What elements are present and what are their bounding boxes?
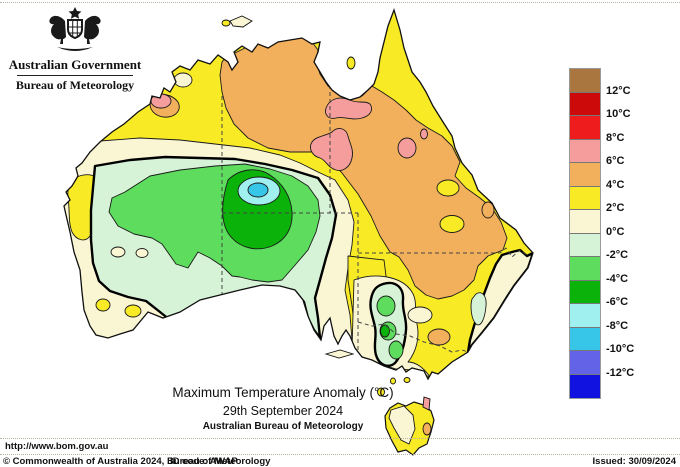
region-yellow-hole-1 xyxy=(436,179,460,197)
top-dotted-border xyxy=(0,2,680,3)
legend-label: -10°C xyxy=(606,343,635,355)
legend-swatch-pink xyxy=(570,139,600,163)
bureau-title: Bureau of Meteorology xyxy=(15,78,135,92)
legend-label: 6°C xyxy=(606,155,625,167)
region-yellow-south-1 xyxy=(95,298,111,312)
legend-swatch-green xyxy=(570,257,600,281)
footer-id-code: ID code: AWAP xyxy=(170,456,238,467)
legend-swatch-red xyxy=(570,116,600,140)
region-cream-nsw-inland xyxy=(407,306,433,324)
region-mint-nsw-coast xyxy=(470,292,487,326)
region-green-vic-1 xyxy=(376,295,396,317)
region-cream-hole-1 xyxy=(110,246,126,258)
header-block: Australian Government Bureau of Meteorol… xyxy=(0,6,150,93)
island-bathurst xyxy=(221,19,231,27)
legend-swatches xyxy=(569,68,601,399)
legend-swatch-blue xyxy=(570,374,600,398)
legend-label: 8°C xyxy=(606,131,625,144)
legend-label: 2°C xyxy=(606,202,625,214)
legend-label: 10°C xyxy=(606,108,631,120)
temperature-legend: 12°C 10°C 8°C 6°C 4°C 2°C 0°C -2°C -4°C -6°C -8°C -… xyxy=(569,68,634,399)
legend-swatch-dark_red xyxy=(570,92,600,116)
legend-swatch-mint xyxy=(570,233,600,257)
gov-title: Australian Government xyxy=(8,57,142,72)
region-cream-tasmania xyxy=(388,405,416,445)
header-divider xyxy=(17,75,133,76)
region-pink-qld xyxy=(397,137,417,159)
region-cyan-spot xyxy=(247,182,269,198)
map-date: 29th September 2024 xyxy=(222,404,344,418)
region-orange-interior xyxy=(219,35,508,300)
legend-swatch-cyan xyxy=(570,327,600,351)
legend-swatch-cream xyxy=(570,210,600,234)
region-orange-tasmania xyxy=(422,422,432,436)
island-groote xyxy=(346,56,356,70)
legend-label: -2°C xyxy=(606,249,629,261)
footer-copyright: © Commonwealth of Australia 2024, Bureau… xyxy=(3,456,271,467)
footer-issued: Issued: 30/09/2024 xyxy=(592,456,676,467)
island-melville xyxy=(229,15,253,28)
map-title: Maximum Temperature Anomaly (°C) xyxy=(172,385,394,400)
map-source: Australian Bureau of Meteorology xyxy=(202,421,364,432)
legend-swatch-light_cyan xyxy=(570,304,600,328)
region-cream-hole-2 xyxy=(135,248,149,258)
legend-swatch-blue_violet xyxy=(570,351,600,375)
legend-label: -6°C xyxy=(606,296,629,308)
region-dark-green-vic xyxy=(380,324,390,338)
legend-label: 0°C xyxy=(606,225,625,238)
region-pink-qld-small xyxy=(420,128,428,140)
footer-url: http://www.bom.gov.au xyxy=(5,441,109,452)
island-bass-1 xyxy=(390,377,396,385)
legend-label: 4°C xyxy=(606,178,625,191)
island-bass-2 xyxy=(403,377,411,383)
island-king xyxy=(377,387,385,397)
footer-dotted-divider-top xyxy=(0,438,680,439)
islands-group xyxy=(221,15,431,411)
legend-swatch-yellow xyxy=(570,186,600,210)
region-yellow-south-2 xyxy=(124,304,142,318)
footer-dotted-divider-bottom xyxy=(0,454,680,455)
state-borders xyxy=(221,78,528,366)
region-pink-nt xyxy=(309,128,353,171)
island-flinders xyxy=(422,396,431,411)
region-yellow-hole-2 xyxy=(439,215,465,233)
region-orange-victoria xyxy=(427,328,451,346)
legend-label: 12°C xyxy=(606,84,631,97)
region-orange-coastal-spot xyxy=(481,201,495,219)
legend-label: -4°C xyxy=(606,272,629,285)
legend-label: -12°C xyxy=(606,366,635,379)
island-kangaroo xyxy=(324,349,355,359)
region-green-vic-3 xyxy=(388,340,404,360)
legend-label: -8°C xyxy=(606,319,629,332)
legend-swatch-orange xyxy=(570,163,600,187)
legend-swatch-brown xyxy=(570,69,600,93)
coat-of-arms-icon xyxy=(49,7,101,51)
region-cream-kimberley xyxy=(173,72,193,88)
legend-swatch-dark_green xyxy=(570,280,600,304)
